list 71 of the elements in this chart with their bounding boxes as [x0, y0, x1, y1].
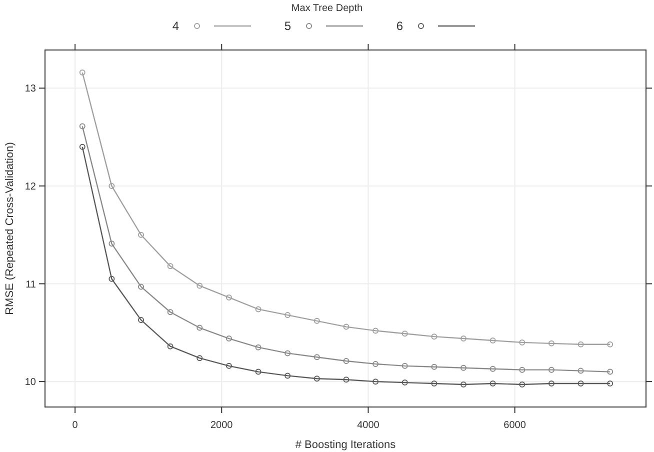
x-tick-label: 6000: [504, 420, 526, 431]
point: [519, 366, 526, 373]
point: [138, 232, 144, 238]
point: [460, 364, 466, 371]
point: [607, 368, 614, 375]
point: [314, 318, 320, 324]
point: [314, 376, 320, 382]
point: [343, 324, 350, 330]
point: [607, 380, 614, 387]
point: [167, 263, 174, 270]
point: [226, 336, 232, 342]
y-tick-label: 12: [24, 181, 36, 192]
point: [431, 364, 438, 370]
x-axis-title: # Boosting Iterations: [295, 439, 396, 451]
point: [431, 334, 438, 340]
point: [196, 355, 203, 362]
point: [578, 380, 584, 387]
point: [196, 324, 203, 331]
point: [79, 69, 86, 76]
point: [343, 376, 350, 383]
y-tick-label: 11: [26, 279, 36, 290]
legend-label: 6: [396, 19, 404, 33]
y-tick-label: 10: [24, 377, 36, 388]
point: [255, 306, 262, 312]
point: [607, 341, 614, 348]
point: [79, 123, 86, 130]
point: [490, 380, 496, 387]
y-axis-title: RMSE (Repeated Cross-Validation): [4, 142, 16, 315]
point: [255, 368, 262, 375]
point: [226, 362, 232, 369]
point: [255, 344, 262, 350]
point: [402, 362, 408, 369]
point: [578, 341, 584, 348]
point: [196, 282, 203, 289]
point: [108, 182, 115, 189]
point: [402, 330, 408, 337]
x-tick-label: 0: [72, 420, 78, 431]
point: [138, 284, 144, 290]
point: [226, 294, 232, 300]
point: [548, 340, 554, 346]
x-tick-label: 2000: [210, 420, 234, 431]
point: [372, 328, 379, 334]
point: [284, 312, 291, 318]
point: [402, 380, 408, 386]
point: [490, 366, 496, 372]
point: [372, 378, 379, 385]
y-tick-label: 13: [24, 84, 36, 95]
point: [167, 343, 174, 350]
point: [578, 368, 584, 374]
point: [460, 382, 466, 388]
x-tick-label: 4000: [357, 420, 380, 431]
point: [548, 380, 554, 387]
point: [548, 366, 554, 373]
point: [167, 309, 174, 316]
point: [343, 358, 350, 364]
point: [284, 350, 291, 356]
point: [372, 360, 379, 367]
point: [519, 339, 526, 346]
point: [460, 336, 466, 342]
point: [431, 380, 438, 387]
point: [314, 354, 320, 360]
legend-title: Max Tree Depth: [291, 3, 363, 14]
point: [138, 316, 144, 323]
point: [108, 240, 115, 247]
point: [490, 337, 496, 344]
point: [79, 144, 86, 150]
legend-label: 5: [284, 19, 292, 33]
point: [108, 276, 115, 282]
point: [284, 372, 291, 379]
legend-label: 4: [172, 19, 180, 33]
point: [519, 382, 526, 388]
